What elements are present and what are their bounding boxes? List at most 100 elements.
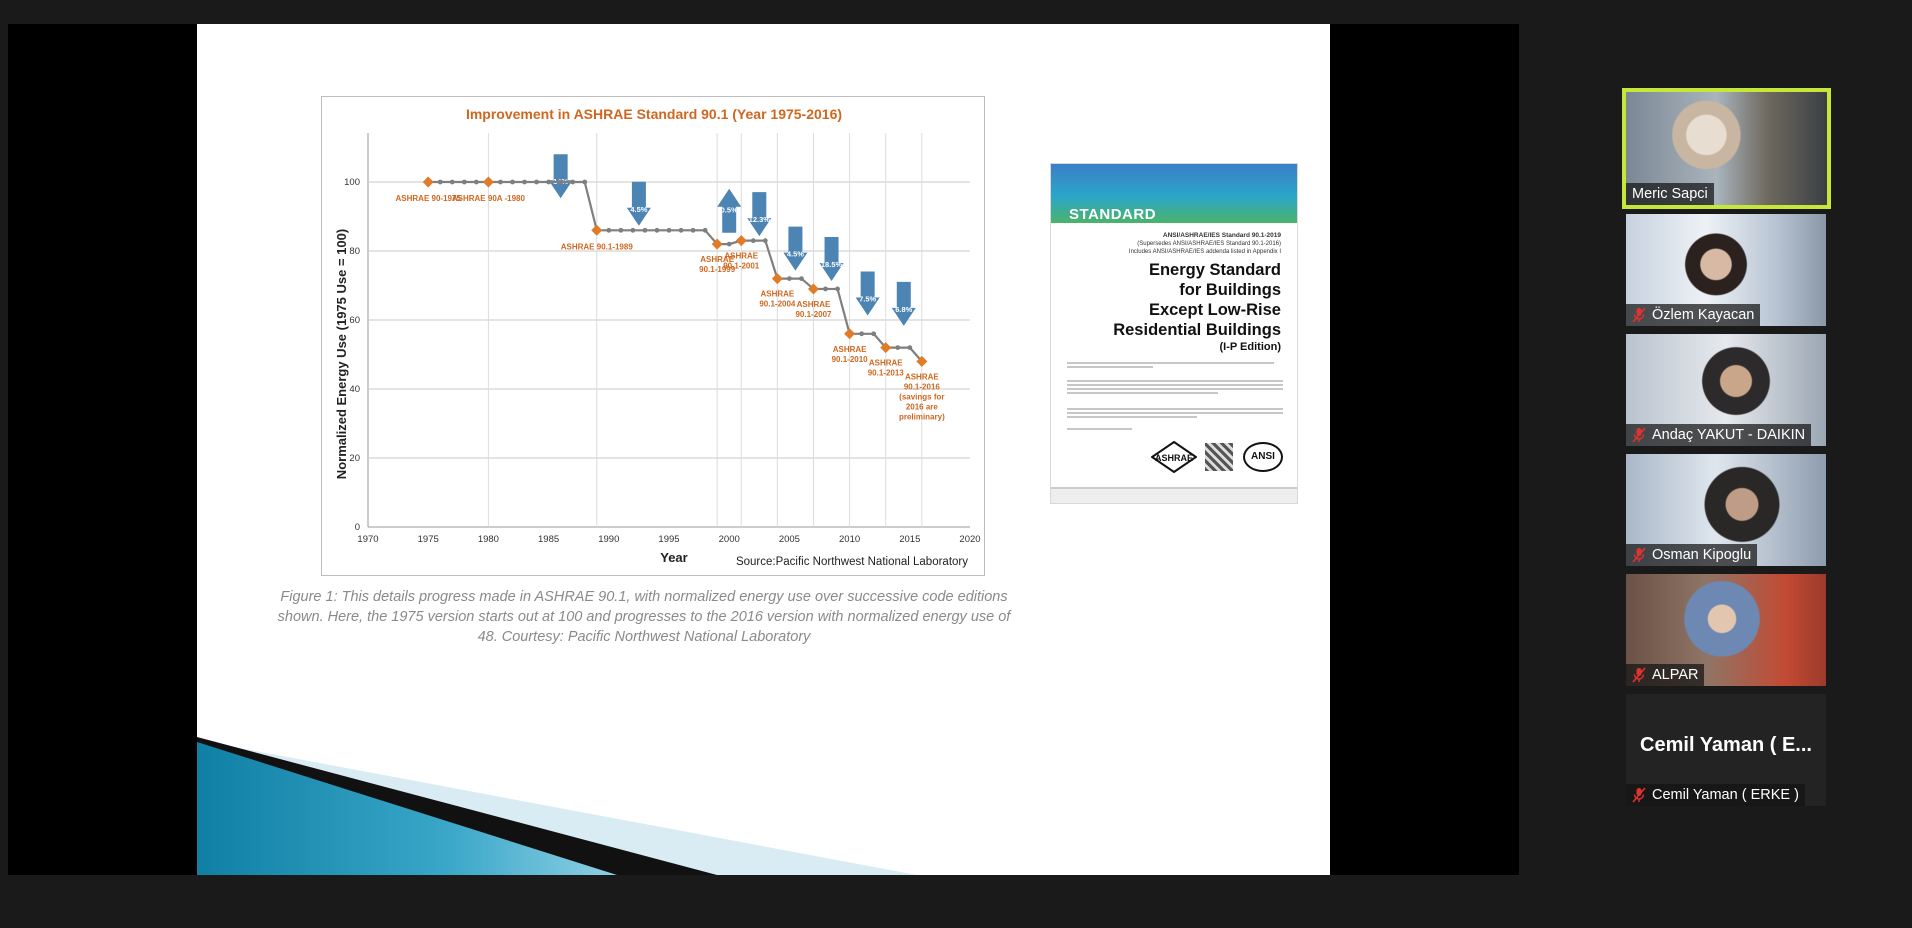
participant-name-label: Cemil Yaman ( ERKE )	[1626, 784, 1805, 806]
mic-muted-icon	[1632, 427, 1646, 443]
chart-ticks: 0 20 40 60 80 100 1970 1975 1980 1985 1990 1995 2000…	[344, 177, 980, 545]
participant-name-label: Andaç YAKUT - DAIKIN	[1626, 424, 1812, 446]
chart-arrows: 14% 4.5% 0.5% 12.3% 4.5% 18.5% 7.5% 6.8%	[548, 154, 916, 326]
x-tick-label: 2000	[719, 534, 740, 545]
cover-fine-print	[1067, 362, 1283, 370]
y-tick-label: 0	[355, 522, 360, 533]
participant-name: Özlem Kayacan	[1652, 307, 1755, 323]
edition-marker	[880, 342, 892, 354]
arrow-shape	[891, 281, 916, 326]
chart-series	[422, 176, 928, 367]
chart-title: Improvement in ASHRAE Standard 90.1 (Yea…	[466, 106, 842, 122]
edition-marker	[591, 224, 603, 236]
mic-muted-icon	[1632, 787, 1646, 803]
edition-label: ASHRAE	[724, 252, 758, 261]
data-point	[678, 227, 684, 233]
data-point	[618, 227, 624, 233]
x-tick-label: 2005	[779, 534, 800, 545]
data-point	[871, 331, 877, 337]
y-tick-label: 20	[349, 453, 360, 464]
arrow-shape	[783, 226, 808, 271]
edition-marker	[807, 283, 819, 295]
arrow-down-icon: 14%	[548, 154, 573, 199]
arrow-down-icon: 7.5%	[855, 271, 880, 316]
participant-tile[interactable]: Meric Sapci	[1622, 88, 1831, 209]
participant-name: Cemil Yaman ( ERKE )	[1652, 787, 1799, 803]
data-point	[702, 227, 708, 233]
energy-chart-svg: Improvement in ASHRAE Standard 90.1 (Yea…	[334, 106, 981, 568]
cover-title-line: Except Low-Rise	[1148, 301, 1281, 319]
data-point	[823, 286, 828, 292]
x-tick-label: 2020	[959, 534, 980, 545]
data-point	[510, 179, 515, 185]
participant-name-label: Meric Sapci	[1626, 183, 1714, 205]
shared-slide: Improvement in ASHRAE Standard 90.1 (Yea…	[197, 24, 1330, 875]
arrow-percent-label: 6.8%	[895, 305, 912, 314]
x-tick-label: 1980	[478, 534, 499, 545]
data-point	[473, 179, 479, 185]
data-point	[762, 238, 768, 244]
arrow-shape	[819, 237, 844, 281]
cover-title-line: Energy Standard	[1148, 261, 1281, 279]
arrow-percent-label: 12.3%	[749, 215, 771, 224]
participant-tile[interactable]: Cemil Yaman ( E... Cemil Yaman ( ERKE )	[1626, 694, 1826, 806]
cover-fine-print	[1067, 408, 1283, 420]
edition-label: ASHRAE 90.1-1989	[561, 242, 634, 251]
y-tick-label: 100	[344, 177, 360, 188]
edition-label: (savings for	[899, 392, 944, 401]
edition-label: 90.1-1999	[699, 265, 736, 274]
cover-title: Energy Standard for Buildings Except Low…	[1113, 260, 1281, 354]
arrow-percent-label: 0.5%	[721, 206, 738, 215]
arrow-up-icon: 0.5%	[717, 188, 742, 233]
data-point	[437, 179, 443, 185]
mic-muted-icon	[1632, 307, 1646, 323]
participant-tile[interactable]: Osman Kipoglu	[1626, 454, 1826, 566]
arrow-percent-label: 4.5%	[787, 250, 804, 259]
edition-marker	[844, 328, 856, 340]
data-point	[582, 179, 588, 185]
edition-label: ASHRAE 90A -1980	[452, 194, 526, 203]
participant-tile[interactable]: Özlem Kayacan	[1626, 214, 1826, 326]
cover-footer	[1051, 487, 1297, 503]
participant-tile[interactable]: Andaç YAKUT - DAIKIN	[1626, 334, 1826, 446]
arrow-shape	[548, 154, 573, 199]
edition-label: ASHRAE	[760, 290, 794, 299]
data-point	[534, 179, 539, 185]
cover-color-band	[1051, 164, 1297, 223]
cover-edition: (I-P Edition)	[1219, 341, 1281, 353]
figure-caption: Figure 1: This details progress made in …	[277, 589, 1011, 645]
data-point	[750, 238, 756, 244]
data-point	[666, 227, 672, 233]
chart-x-label: Year	[660, 550, 687, 565]
edition-label: 90.1-2004	[759, 300, 796, 309]
x-tick-label: 1975	[418, 534, 439, 545]
mic-muted-icon	[1632, 547, 1646, 563]
arrow-percent-label: 7.5%	[859, 295, 876, 304]
edition-label: 90.1-2016	[904, 382, 941, 391]
arrow-shape	[626, 181, 651, 226]
cover-supersedes: (Supersedes ANSI/ASHRAE/IES Standard 90.…	[1137, 241, 1281, 247]
svg-text:ASHRAE: ASHRAE	[1155, 453, 1193, 463]
participant-tile[interactable]: ALPAR	[1626, 574, 1826, 686]
edition-label: 90.1-2013	[868, 369, 905, 378]
arrow-down-icon: 18.5%	[819, 237, 844, 281]
arrow-shape	[717, 188, 742, 233]
data-point	[570, 179, 576, 185]
data-point	[907, 345, 913, 350]
edition-label: ASHRAE	[797, 300, 831, 309]
standard-cover-image: STANDARD ANSI/ASHRAE/IES Standard 90.1-2…	[1050, 163, 1298, 504]
data-point	[522, 179, 527, 185]
x-tick-label: 2010	[839, 534, 860, 545]
chart-source: Source:Pacific Northwest National Labora…	[736, 556, 968, 568]
edition-marker	[735, 235, 747, 247]
edition-marker	[771, 273, 783, 285]
edition-label: ASHRAE 90-1975	[396, 194, 462, 203]
ashrae-logo-icon: ASHRAE	[1151, 441, 1197, 473]
participant-name: Osman Kipoglu	[1652, 547, 1752, 563]
cover-addenda: Includes ANSI/ASHRAE/IES addenda listed …	[1128, 249, 1281, 255]
ansi-logo-icon: ANSI	[1243, 442, 1283, 472]
arrow-percent-label: 4.5%	[630, 205, 647, 214]
cover-fine-print	[1067, 380, 1283, 396]
data-point	[630, 227, 636, 233]
